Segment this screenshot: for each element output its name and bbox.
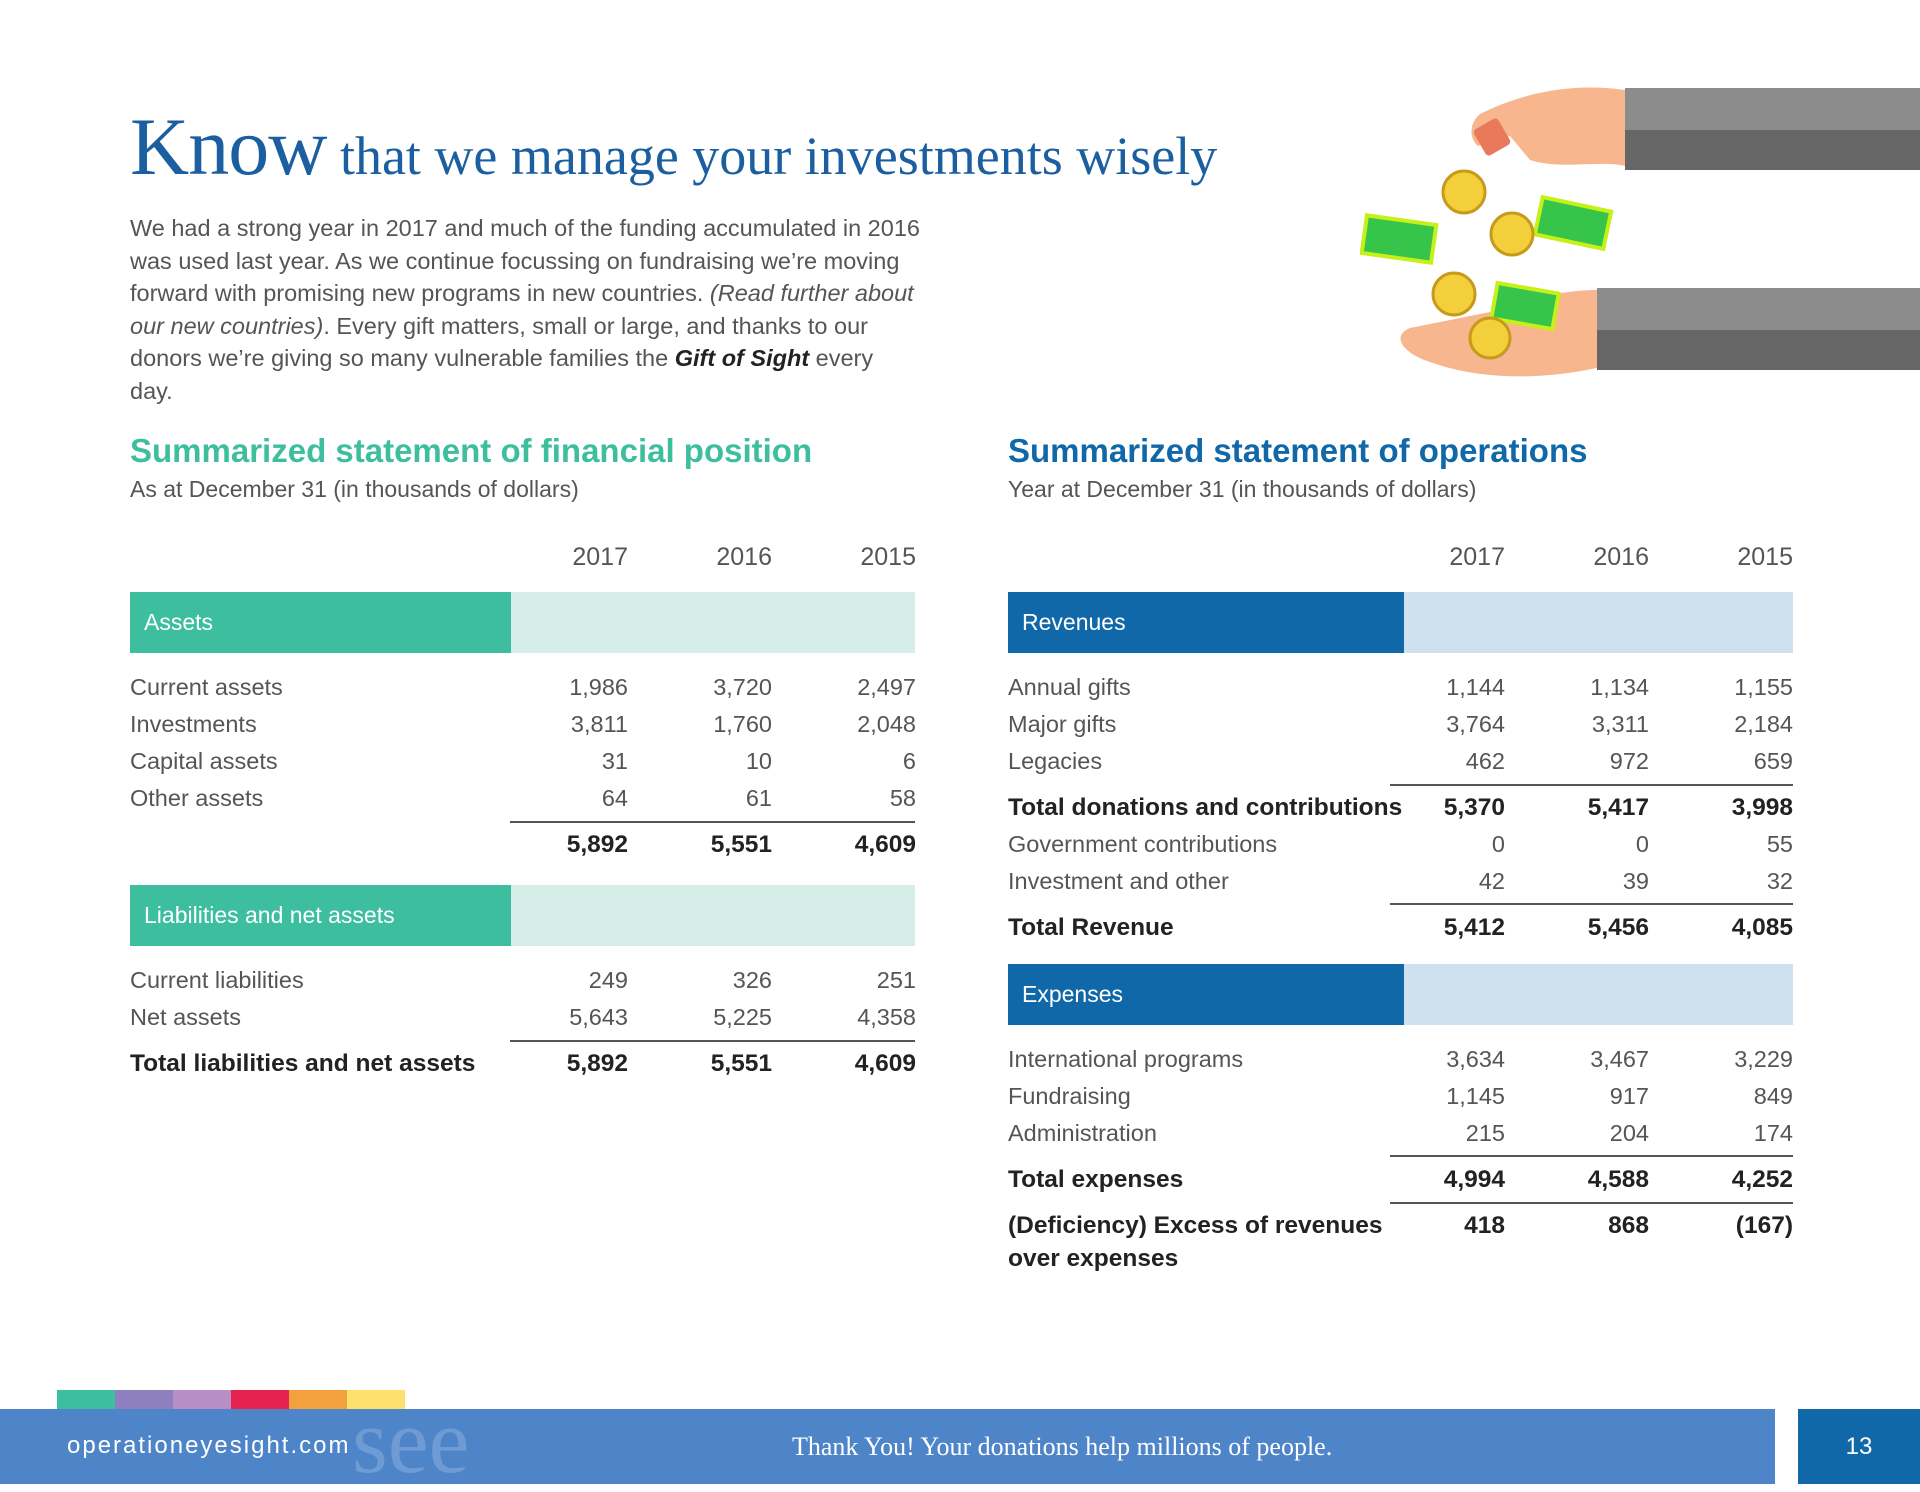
excess-row-line2: over expenses [1008,1244,1179,1272]
divider [510,821,915,823]
title-rest: that we manage your investments wisely [326,126,1218,186]
divider [510,1040,915,1042]
table-row: Legacies 462 972 659 [1008,748,1793,774]
intro-paragraph: We had a strong year in 2017 and much of… [130,215,920,404]
table-row: Investments 3,811 1,760 2,048 [130,711,916,737]
page-number: 13 [1798,1409,1920,1484]
operations-heading: Summarized statement of operations Year … [1008,432,1587,503]
table-row: Fundraising 1,145 917 849 [1008,1083,1793,1109]
table-row: Current assets 1,986 3,720 2,497 [130,674,916,700]
thank-you-text: Thank You! Your donations help millions … [792,1432,1333,1461]
table-row: Government contributions 0 0 55 [1008,831,1793,857]
operations-title: Summarized statement of operations [1008,432,1588,469]
table-row: Investment and other 42 39 32 [1008,868,1793,894]
color-stripes [57,1390,405,1410]
revenues-band: Revenues [1008,592,1793,653]
table-row: Major gifts 3,764 3,311 2,184 [1008,711,1793,737]
expenses-band: Expenses [1008,964,1793,1025]
divider [1390,1202,1793,1204]
year-header: 2017 [1449,543,1505,571]
operations-subtitle: Year at December 31 (in thousands of dol… [1008,476,1477,502]
table-row: Net assets 5,643 5,225 4,358 [130,1004,916,1030]
total-revenue-row: Total Revenue 5,412 5,456 4,085 [1008,913,1793,941]
divider [1390,1155,1793,1157]
total-expenses-row: Total expenses 4,994 4,588 4,252 [1008,1165,1793,1193]
position-heading: Summarized statement of financial positi… [130,432,812,503]
table-row: Capital assets 31 10 6 [130,748,916,774]
intro-italic: (Read further about our new countries) [130,280,914,339]
footer-bar [0,1409,1775,1484]
year-header: 2015 [1737,543,1793,571]
gift-of-sight: Gift of Sight [674,345,810,371]
liabilities-total-row: Total liabilities and net assets 5,892 5,5… [130,1049,916,1077]
table-row: Other assets 64 61 58 [130,785,916,811]
expenses-label: Expenses [1008,964,1404,1025]
assets-band: Assets [130,592,915,653]
assets-label: Assets [130,592,511,653]
year-header: 2016 [716,543,772,571]
table-row: Administration 215 204 174 [1008,1120,1793,1146]
year-header: 2015 [860,543,916,571]
revenues-label: Revenues [1008,592,1404,653]
see-watermark: see [352,1390,470,1492]
hands-money-illustration [1360,87,1920,377]
title-emphasis: Know [130,101,327,192]
position-years: 2017 2016 2015 [484,543,916,572]
table-row: Annual gifts 1,144 1,134 1,155 [1008,674,1793,700]
divider [1390,784,1793,786]
page-title: Know that we manage your investments wis… [130,100,1217,194]
position-title: Summarized statement of financial positi… [130,432,813,469]
liabilities-label: Liabilities and net assets [130,885,511,946]
table-row: International programs 3,634 3,467 3,229 [1008,1046,1793,1072]
excess-row: (Deficiency) Excess of revenues 418 868 (16… [1008,1211,1793,1239]
total-donations-row: Total donations and contributions 5,370 5,… [1008,793,1793,821]
divider [1390,903,1793,905]
assets-total-row: 5,892 5,551 4,609 [566,830,916,858]
liabilities-band: Liabilities and net assets [130,885,915,946]
position-subtitle: As at December 31 (in thousands of dolla… [130,476,579,502]
year-header: 2017 [572,543,628,571]
year-header: 2016 [1593,543,1649,571]
operations-years: 2017 2016 2015 [1361,543,1793,572]
table-row: Current liabilities 249 326 251 [130,967,916,993]
website-link[interactable]: operationeyesight.com [67,1432,351,1459]
